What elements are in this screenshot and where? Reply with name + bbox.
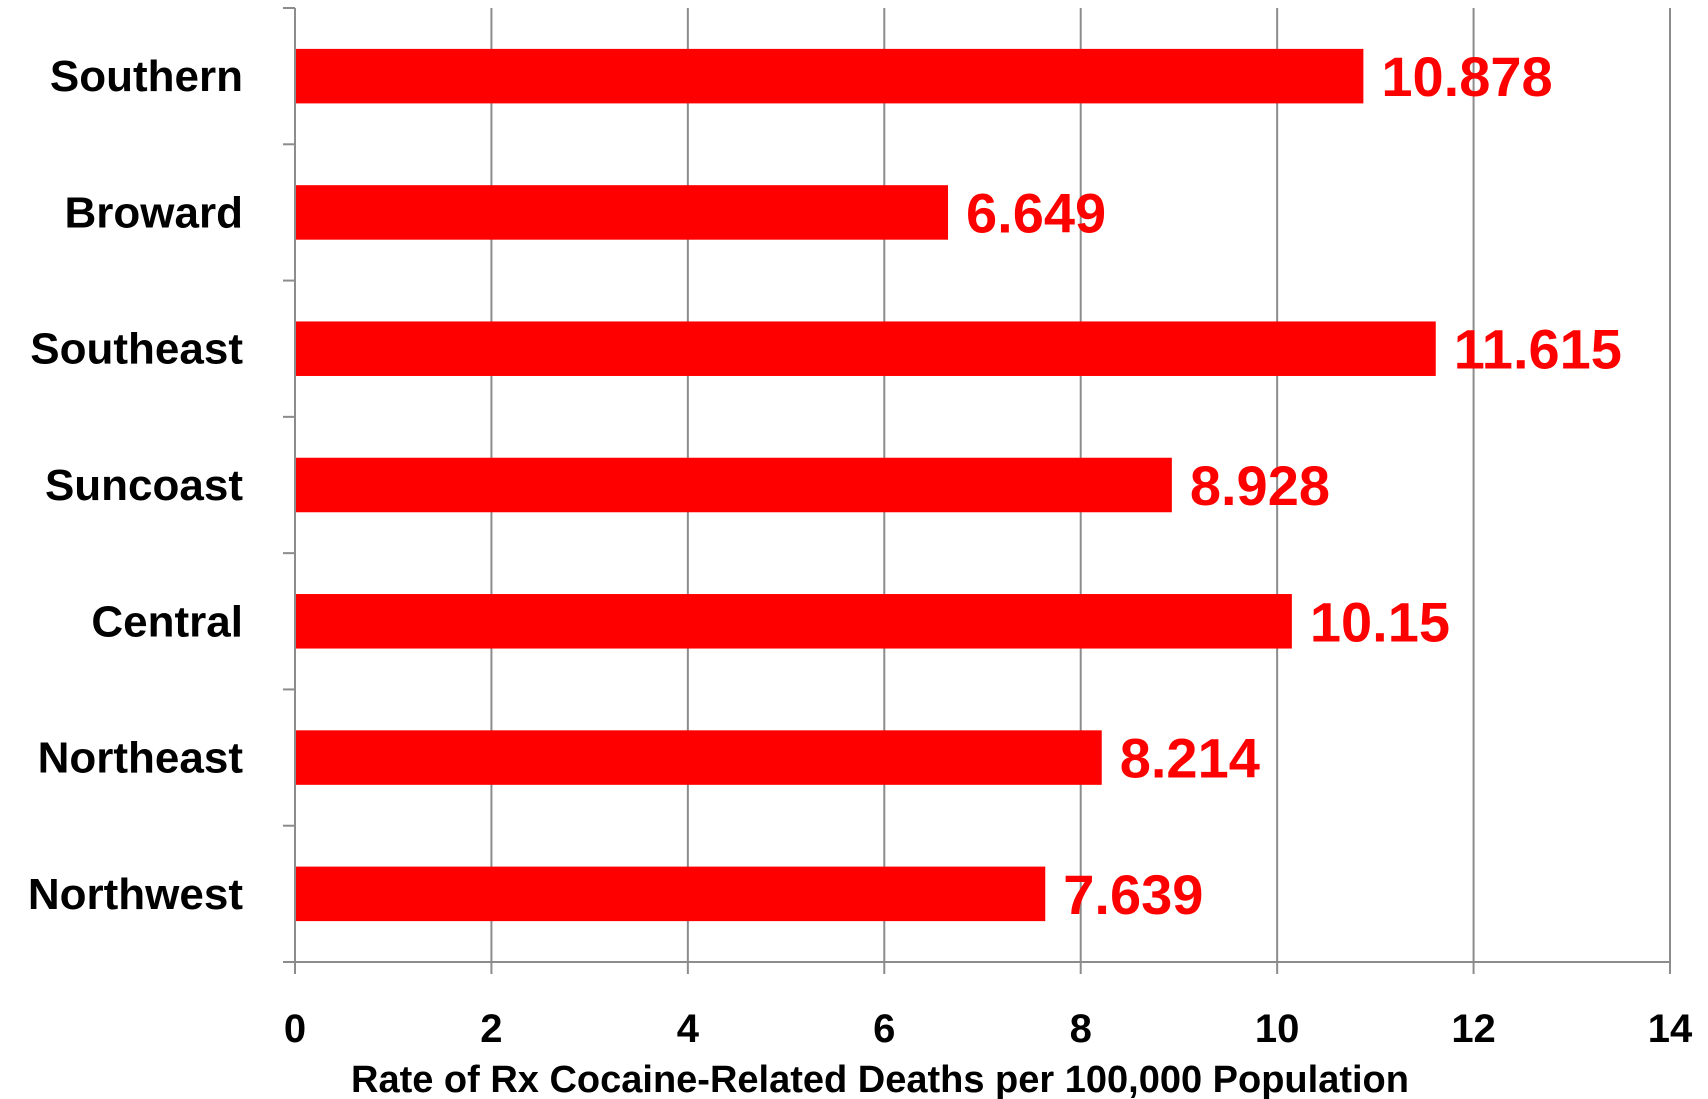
x-tick-label: 10: [1255, 1007, 1300, 1051]
data-label: 10.15: [1310, 590, 1450, 653]
bars: [295, 48, 1436, 922]
data-label: 11.615: [1454, 318, 1622, 381]
bar: [295, 594, 1292, 649]
category-label: Northeast: [38, 734, 244, 783]
x-tick-label: 12: [1451, 1007, 1496, 1051]
x-tick-labels: 0 2 4 6 8 10 12 14: [284, 1007, 1693, 1051]
category-label: Northwest: [28, 870, 243, 919]
category-labels: Southern Broward Southeast Suncoast Central N…: [28, 52, 243, 919]
bar: [295, 457, 1172, 513]
bar: [295, 48, 1364, 104]
x-tick-label: 4: [677, 1007, 700, 1051]
bar: [295, 866, 1046, 922]
category-label: Broward: [65, 188, 243, 237]
data-label: 8.928: [1190, 454, 1330, 517]
category-label: Southern: [50, 52, 243, 101]
data-label: 10.878: [1381, 45, 1552, 108]
data-label: 7.639: [1063, 863, 1203, 926]
x-tick-label: 14: [1648, 1007, 1693, 1051]
x-tick-label: 2: [480, 1007, 502, 1051]
data-label: 8.214: [1120, 727, 1260, 790]
axes: [283, 7, 1671, 974]
category-label: Suncoast: [45, 461, 243, 510]
category-label: Southeast: [30, 325, 243, 374]
x-tick-label: 8: [1070, 1007, 1092, 1051]
x-tick-label: 0: [284, 1007, 306, 1051]
category-label: Central: [91, 597, 243, 646]
bar: [295, 730, 1102, 785]
bar: [295, 321, 1436, 376]
bar: [295, 185, 949, 240]
data-label: 6.649: [966, 181, 1106, 244]
x-axis-title: Rate of Rx Cocaine-Related Deaths per 10…: [351, 1059, 1409, 1099]
data-labels: 10.878 6.649 11.615 8.928 10.15 8.214 7.639: [966, 45, 1622, 926]
x-tick-label: 6: [873, 1007, 895, 1051]
